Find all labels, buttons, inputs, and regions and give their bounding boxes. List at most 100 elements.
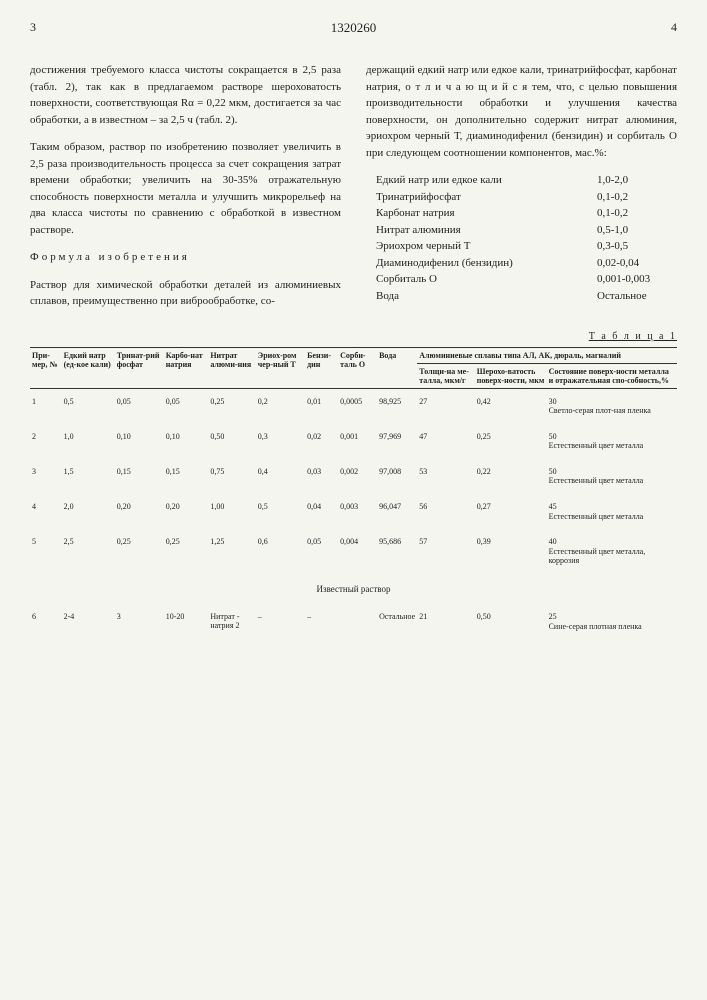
component-value: Остальное [597, 288, 677, 305]
component-name: Эриохром черный Т [376, 238, 597, 255]
table-cell: 2-4 [62, 604, 115, 639]
component-name: Карбонат натрия [376, 205, 597, 222]
component-name: Едкий натр или едкое кали [376, 172, 597, 189]
body-columns: достижения требуемого класса чистоты сок… [30, 51, 677, 321]
formula-title: Формула изобретения [30, 249, 341, 266]
data-table: При-мер, № Едкий натр (ед-кое кали) Трин… [30, 347, 677, 640]
table-cell: 27 [417, 388, 474, 424]
table-row: 10,50,050,050,250,20,010,000598,925270,4… [30, 388, 677, 424]
table-cell: 21 [417, 604, 474, 639]
right-column: держащий едкий натр или едкое кали, трин… [366, 51, 677, 321]
table-cell: 5 [30, 529, 62, 574]
table-cell: – [256, 604, 305, 639]
component-name: Диаминодифенил (бензидин) [376, 255, 597, 272]
component-row: ВодаОстальное [366, 288, 677, 305]
table-cell: 0,05 [115, 388, 164, 424]
table-cell: 0,75 [208, 459, 255, 494]
table-cell: 98,925 [377, 388, 417, 424]
component-list: Едкий натр или едкое кали1,0-2,0 Тринатр… [366, 172, 677, 304]
doc-number: 1320260 [36, 20, 671, 36]
table-cell: 2 [30, 424, 62, 459]
table-cell: 3 [30, 459, 62, 494]
table-cell: 95,686 [377, 529, 417, 574]
table-cell: 0,10 [164, 424, 209, 459]
table-cell: 10-20 [164, 604, 209, 639]
table-cell: 1,25 [208, 529, 255, 574]
table-cell: 0,0005 [338, 388, 377, 424]
table-cell: 50 Естественный цвет металла [547, 459, 677, 494]
table-cell: 0,003 [338, 494, 377, 529]
table-cell: 25 Сине-серая плотная пленка [547, 604, 677, 639]
page-right: 4 [671, 20, 677, 36]
col-header: Едкий натр (ед-кое кали) [62, 347, 115, 388]
table-cell: 0,25 [164, 529, 209, 574]
table-cell: 30 Светло-серая плот-ная пленка [547, 388, 677, 424]
col-header: Сорби-таль О [338, 347, 377, 388]
component-value: 0,1-0,2 [597, 205, 677, 222]
table-cell: 0,20 [115, 494, 164, 529]
table-cell: 53 [417, 459, 474, 494]
table-cell: 0,27 [475, 494, 547, 529]
table-cell: 2,0 [62, 494, 115, 529]
component-row: Едкий натр или едкое кали1,0-2,0 [366, 172, 677, 189]
component-value: 0,02-0,04 [597, 255, 677, 272]
component-value: 0,001-0,003 [597, 271, 677, 288]
table-cell: 0,001 [338, 424, 377, 459]
paragraph: держащий едкий натр или едкое кали, трин… [366, 62, 677, 161]
known-solution-label: Известный раствор [30, 574, 677, 604]
table-cell: 6 [30, 604, 62, 639]
page-header: 3 1320260 4 [30, 20, 677, 36]
component-name: Нитрат алюминия [376, 222, 597, 239]
col-header: Бензи-дин [305, 347, 338, 388]
table-cell: 0,05 [305, 529, 338, 574]
col-header: Состояние поверх-ности металла и отражат… [547, 363, 677, 388]
table-cell: 45 Естественный цвет металла [547, 494, 677, 529]
table-cell: 96,047 [377, 494, 417, 529]
table-cell: 57 [417, 529, 474, 574]
component-value: 0,3-0,5 [597, 238, 677, 255]
col-header: Эриох-ром чер-ный Т [256, 347, 305, 388]
table-cell [338, 604, 377, 639]
table-row: 62-4310-20Нитрат - натрия 2––Остальное21… [30, 604, 677, 639]
table-cell: 0,22 [475, 459, 547, 494]
table-cell: 0,50 [208, 424, 255, 459]
table-cell: 47 [417, 424, 474, 459]
table-cell: 1,0 [62, 424, 115, 459]
table-cell: 0,25 [475, 424, 547, 459]
table-row: 21,00,100,100,500,30,020,00197,969470,25… [30, 424, 677, 459]
table-cell: 0,05 [164, 388, 209, 424]
paragraph: достижения требуемого класса чистоты сок… [30, 62, 341, 128]
table-cell: 97,008 [377, 459, 417, 494]
table-cell: 0,03 [305, 459, 338, 494]
paragraph: Раствор для химической обработки деталей… [30, 277, 341, 310]
table-cell: 0,6 [256, 529, 305, 574]
table-row: 42,00,200,201,000,50,040,00396,047560,27… [30, 494, 677, 529]
component-value: 0,5-1,0 [597, 222, 677, 239]
component-row: Карбонат натрия0,1-0,2 [366, 205, 677, 222]
table-cell: 0,50 [475, 604, 547, 639]
table-cell: 0,10 [115, 424, 164, 459]
left-column: достижения требуемого класса чистоты сок… [30, 51, 341, 321]
table-row: 31,50,150,150,750,40,030,00297,008530,22… [30, 459, 677, 494]
table-row: 52,50,250,251,250,60,050,00495,686570,39… [30, 529, 677, 574]
table-cell: 97,969 [377, 424, 417, 459]
table-cell: 3 [115, 604, 164, 639]
table-cell: 0,2 [256, 388, 305, 424]
paragraph: Таким образом, раствор по изобретению по… [30, 139, 341, 238]
table-cell: 0,02 [305, 424, 338, 459]
table-cell: 0,20 [164, 494, 209, 529]
component-value: 1,0-2,0 [597, 172, 677, 189]
table-cell: 0,42 [475, 388, 547, 424]
component-row: Нитрат алюминия0,5-1,0 [366, 222, 677, 239]
table-cell: 1 [30, 388, 62, 424]
table-cell: 0,15 [164, 459, 209, 494]
col-header: Толщи-на ме-талла, мкм/г [417, 363, 474, 388]
col-header: Шерохо-ватость поверх-ности, мкм [475, 363, 547, 388]
table-cell: – [305, 604, 338, 639]
table-cell: 0,5 [62, 388, 115, 424]
table-cell: 0,04 [305, 494, 338, 529]
col-group-header: Алюминиевые сплавы типа АЛ, АК, дюраль, … [417, 347, 677, 363]
col-header: Вода [377, 347, 417, 388]
table-cell: 0,25 [115, 529, 164, 574]
table-cell: 0,004 [338, 529, 377, 574]
